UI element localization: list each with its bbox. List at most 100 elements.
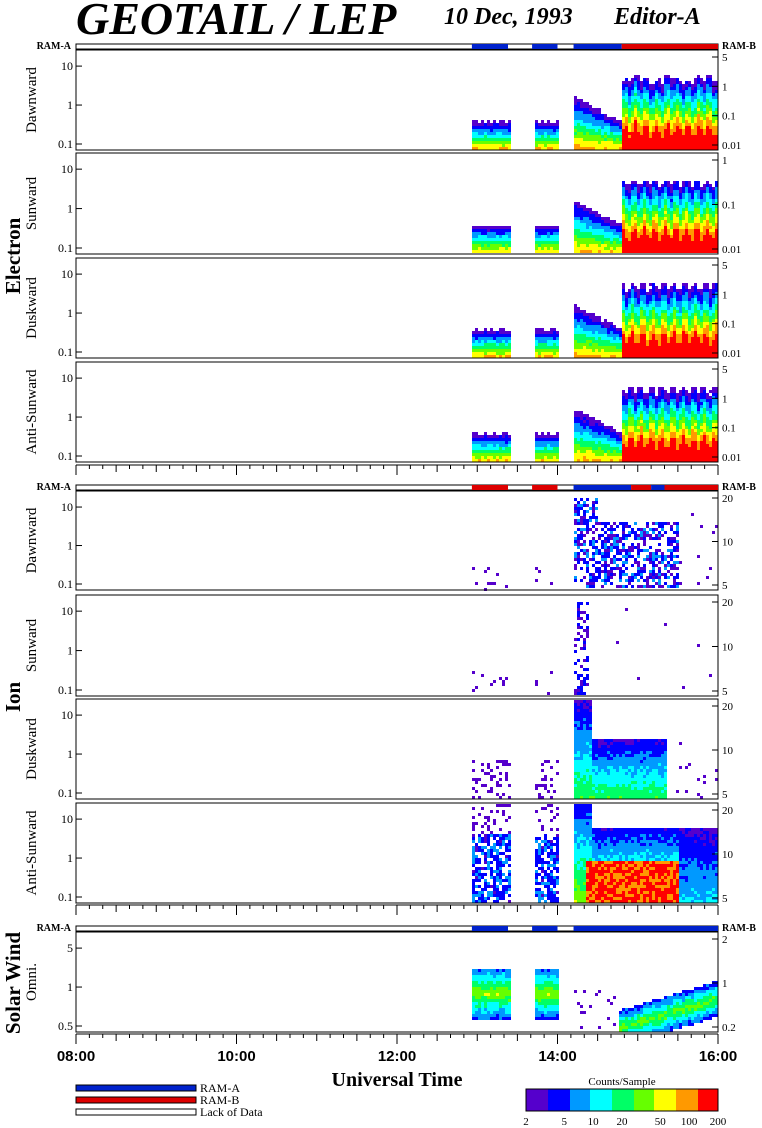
colorbar-cell bbox=[614, 1089, 617, 1111]
panel-8-ltick-label: 5 bbox=[67, 941, 73, 955]
colorbar-cell bbox=[628, 1089, 631, 1111]
colorbar-cell bbox=[542, 1089, 545, 1111]
panel-3-rtick-label: 5 bbox=[722, 364, 728, 376]
colorbar-cell bbox=[530, 1089, 533, 1111]
panel-8-rtick-label: 1 bbox=[722, 978, 728, 990]
colorbar-cell bbox=[660, 1089, 663, 1111]
colorbar-cell bbox=[606, 1089, 609, 1111]
panel-7-frame bbox=[75, 802, 719, 904]
figure-date: 10 Dec, 1993 bbox=[444, 4, 573, 30]
colorbar-cell bbox=[562, 1089, 565, 1111]
colorbar-tick-label: 10 bbox=[588, 1116, 600, 1128]
colorbar-cell bbox=[692, 1089, 695, 1111]
colorbar-cell bbox=[654, 1089, 657, 1111]
panel-3-spectrogram bbox=[472, 387, 718, 462]
panel-0-rtick-label: 0.01 bbox=[722, 140, 741, 152]
panel-0-rtick-label: 0.1 bbox=[722, 111, 736, 123]
panel-1-ylabel: Sunward bbox=[24, 176, 40, 230]
colorbar-cell bbox=[708, 1089, 711, 1111]
colorbar-tick-label: 2 bbox=[523, 1116, 529, 1128]
ram-a-label: RAM-A bbox=[37, 923, 72, 934]
colorbar-cell bbox=[580, 1089, 583, 1111]
panel-4-ylabel: Dawnward bbox=[24, 507, 40, 573]
panel-8-spectrogram bbox=[472, 969, 718, 1032]
panel-0-ylabel: Dawnward bbox=[24, 67, 40, 133]
panel-5-ylabel: Sunward bbox=[24, 618, 40, 672]
legend-swatch-1 bbox=[75, 1096, 197, 1104]
colorbar-cell bbox=[598, 1089, 601, 1111]
panel-0-ltick-label: 1 bbox=[67, 98, 73, 112]
colorbar-cell bbox=[560, 1089, 563, 1111]
figure-editor: Editor-A bbox=[614, 4, 701, 30]
colorbar-cell bbox=[690, 1089, 693, 1111]
colorbar-title: Counts/Sample bbox=[588, 1076, 655, 1088]
colorbar-cell bbox=[706, 1089, 709, 1111]
colorbar-cell bbox=[608, 1089, 611, 1111]
panel-2-spectrogram bbox=[472, 283, 718, 358]
colorbar-cell bbox=[532, 1089, 535, 1111]
x-tick-label: 12:00 bbox=[378, 1048, 416, 1065]
colorbar-cell bbox=[564, 1089, 567, 1111]
panel-6-rtick-label: 20 bbox=[722, 701, 734, 713]
panel-6-rtick-label: 10 bbox=[722, 745, 734, 757]
colorbar-cell bbox=[566, 1089, 569, 1111]
colorbar-tick-label: 100 bbox=[681, 1116, 698, 1128]
panel-5-frame bbox=[75, 594, 719, 697]
ram-bar-0-segment bbox=[532, 44, 558, 49]
panel-4-ltick-label: 0.1 bbox=[58, 577, 73, 591]
ram-bar-1-segment bbox=[471, 485, 509, 490]
panel-6-spectrogram bbox=[472, 700, 718, 799]
colorbar-cell bbox=[526, 1089, 529, 1111]
colorbar-cell bbox=[604, 1089, 607, 1111]
colorbar-tick-label: 50 bbox=[655, 1116, 667, 1128]
legend-label-2: Lack of Data bbox=[200, 1105, 263, 1119]
colorbar-cell bbox=[602, 1089, 605, 1111]
colorbar-cell bbox=[600, 1089, 603, 1111]
ram-b-label: RAM-B bbox=[722, 923, 756, 934]
colorbar-cell bbox=[576, 1089, 579, 1111]
ram-bar-1-segment bbox=[532, 485, 558, 490]
panel-5-rtick-label: 20 bbox=[722, 597, 734, 609]
panel-2-ltick-label: 10 bbox=[61, 267, 73, 281]
ram-b-label: RAM-B bbox=[722, 482, 756, 493]
colorbar-cell bbox=[540, 1089, 543, 1111]
panel-4-ltick-label: 10 bbox=[61, 500, 73, 514]
colorbar-cell bbox=[672, 1089, 675, 1111]
colorbar-cell bbox=[558, 1089, 561, 1111]
panel-2-frame bbox=[75, 257, 719, 359]
x-tick-label: 14:00 bbox=[538, 1048, 576, 1065]
colorbar-cell bbox=[612, 1089, 615, 1111]
group-label-1: Ion bbox=[1, 682, 25, 713]
colorbar-cell bbox=[610, 1089, 613, 1111]
panel-8-rtick-label: 2 bbox=[722, 934, 728, 946]
panel-1-ltick-label: 0.1 bbox=[58, 241, 73, 255]
panel-1-spectrogram bbox=[472, 181, 718, 253]
ram-bar-1-segment bbox=[664, 485, 718, 490]
panel-6-ylabel: Duskward bbox=[24, 718, 40, 780]
x-axis-label: Universal Time bbox=[332, 1069, 463, 1091]
colorbar-cell bbox=[536, 1089, 539, 1111]
group-label-0: Electron bbox=[1, 217, 25, 294]
colorbar-cell bbox=[638, 1089, 641, 1111]
legend-swatch-2 bbox=[75, 1108, 197, 1116]
colorbar-cell bbox=[538, 1089, 541, 1111]
panel-7-rtick-label: 20 bbox=[722, 805, 734, 817]
colorbar-cell bbox=[676, 1089, 679, 1111]
panel-4-rtick-label: 5 bbox=[722, 580, 728, 592]
panel-0-frame bbox=[75, 49, 719, 151]
panel-2-ltick-label: 1 bbox=[67, 306, 73, 320]
panel-4-spectrogram bbox=[472, 498, 718, 591]
colorbar-cell bbox=[642, 1089, 645, 1111]
figure-title: GEOTAIL / LEP bbox=[76, 0, 397, 44]
colorbar-cell bbox=[636, 1089, 639, 1111]
colorbar-tick-label: 20 bbox=[617, 1116, 629, 1128]
panel-0-rtick-label: 5 bbox=[722, 52, 728, 64]
panel-8-frame bbox=[75, 931, 719, 1033]
x-tick-label: 10:00 bbox=[217, 1048, 255, 1065]
colorbar-cell bbox=[668, 1089, 671, 1111]
colorbar-cell bbox=[674, 1089, 677, 1111]
colorbar-cell bbox=[644, 1089, 647, 1111]
colorbar-cell bbox=[554, 1089, 557, 1111]
colorbar-tick-label: 5 bbox=[561, 1116, 567, 1128]
